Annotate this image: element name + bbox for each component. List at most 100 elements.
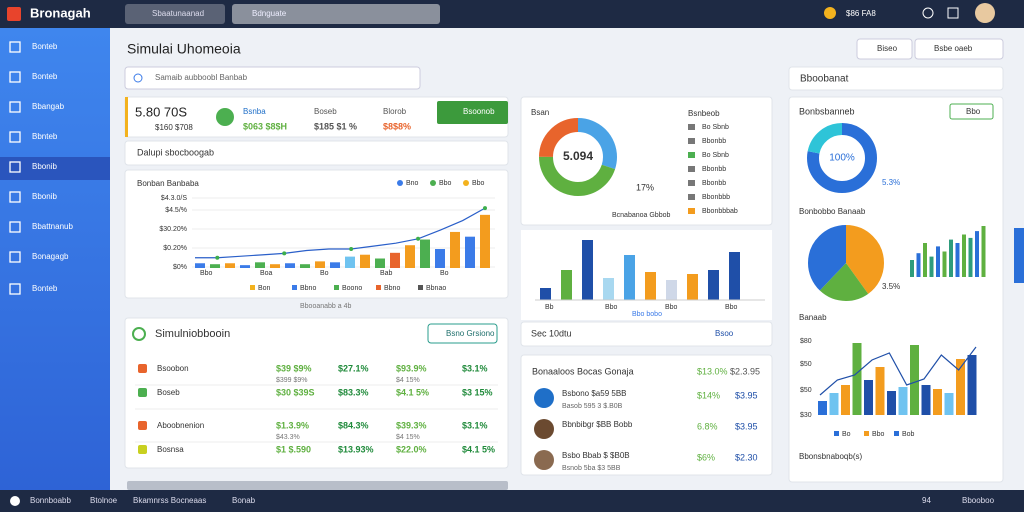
bar [624, 255, 635, 300]
panel [788, 66, 1004, 91]
status-text: Bbooboo [962, 496, 995, 505]
x-label: Bbo [605, 304, 618, 311]
stat-sub: $160 $708 [155, 123, 193, 132]
legend-swatch [688, 208, 695, 214]
list-name: Bsbo Bbab $ $B0B [562, 451, 630, 460]
cell-sub: $43.3% [276, 434, 300, 441]
legend-swatch [250, 285, 255, 290]
toolbar-text[interactable]: Biseo [877, 44, 898, 53]
settings-icon[interactable] [922, 7, 934, 19]
bar [603, 278, 614, 300]
status-icon [10, 496, 20, 506]
donut-segment [807, 123, 877, 193]
row-name: Bsoobon [157, 364, 189, 373]
bar [910, 345, 919, 415]
bar [933, 389, 942, 415]
bar [687, 274, 698, 300]
bar [944, 393, 954, 415]
nav-icon [9, 71, 21, 83]
legend-swatch [688, 138, 695, 144]
bar [195, 263, 205, 268]
search-box [124, 66, 421, 90]
avatar[interactable] [975, 3, 995, 23]
line-point [483, 206, 487, 211]
toolbar-text[interactable]: Bsbe oaeb [934, 44, 973, 53]
nav-item[interactable]: Bbattnanub [32, 222, 73, 231]
home-button [125, 4, 225, 24]
logo-icon [7, 7, 21, 21]
donut-side: 5.3% [882, 178, 900, 187]
bar [708, 270, 719, 300]
bar [949, 239, 953, 277]
search-text: Sbaatunaanad [152, 9, 204, 18]
bar [981, 226, 986, 277]
y-label: $50 [800, 387, 812, 394]
legend-text: Bbonbbbab [702, 208, 738, 215]
bar [210, 264, 220, 268]
search-placeholder: Samaib aubboobl Banbab [155, 73, 248, 82]
cell: $27.1% [338, 363, 369, 373]
panel-footer: Bbonsbnaboqb(s) [799, 452, 862, 461]
nav-item[interactable]: Bonteb [32, 72, 58, 81]
table-button-text[interactable]: Bsno Grsiono [446, 329, 495, 338]
stat-button-text[interactable]: Bsoonob [463, 107, 495, 116]
page-title: Simulai Uhomeoia [127, 41, 241, 57]
section-title: Dalupi sbocboogab [137, 147, 214, 157]
list-value: $3.95 [735, 421, 758, 431]
nav-item[interactable]: Bonteb [32, 284, 58, 293]
chart-title: Bonban Banbaba [137, 179, 199, 188]
y-label: $50 [800, 361, 812, 368]
bar [420, 239, 430, 268]
line-point [215, 255, 220, 260]
bar [666, 280, 677, 300]
bar [405, 245, 415, 268]
stat-button [437, 101, 508, 124]
bar [450, 231, 460, 268]
legend-text: Bbo [439, 180, 452, 187]
nav-item[interactable]: Bonagagb [32, 252, 69, 261]
nav-item[interactable]: Bbonib [32, 192, 57, 201]
bar [841, 385, 850, 415]
cell: $39.3% [396, 420, 427, 430]
bar [864, 380, 873, 415]
panel-button-text[interactable]: Bbo [966, 107, 981, 116]
legend-dot [463, 180, 469, 186]
list-sub: Bsnob 5ba $3 5BB [562, 465, 621, 472]
section-action[interactable]: Bsoo [715, 329, 734, 338]
row-name: Aboobnenion [157, 421, 204, 430]
nav-icon [9, 41, 21, 53]
accent [125, 97, 128, 137]
legend-text: Bbonbb [702, 180, 726, 187]
y-label: $0.20% [163, 245, 187, 252]
bar [923, 243, 927, 277]
list-name: Bsbono $a59 5BB [562, 389, 627, 398]
list-head: $2.3.95 [730, 366, 760, 376]
cell: $3.1% [462, 363, 488, 373]
nav-item[interactable]: Bbnteb [32, 132, 58, 141]
bar [465, 236, 475, 268]
nav-item[interactable]: Bbonib [32, 162, 57, 171]
bar [975, 231, 979, 277]
panel [520, 96, 773, 226]
bar [255, 262, 265, 268]
stat-label: Blorob [383, 107, 407, 116]
bar [916, 253, 921, 277]
line-point [416, 236, 421, 241]
row-name: Bosnsa [157, 445, 184, 454]
row-icon [138, 421, 147, 430]
legend-text: Bon [258, 285, 271, 292]
panel-button [949, 103, 994, 120]
x-label: Bbo [665, 304, 678, 311]
list-head: $13.0% [697, 366, 728, 376]
row-icon [138, 364, 147, 373]
cell: $83.3% [338, 387, 369, 397]
nav-item[interactable]: Bbangab [32, 102, 65, 111]
legend-text: Bbo [872, 431, 885, 438]
cell: $1 $.590 [276, 444, 311, 454]
bar [345, 256, 355, 268]
scroll-hint [127, 481, 508, 490]
nav-icon [9, 283, 21, 295]
nav-item[interactable]: Bonteb [32, 42, 58, 51]
avatar [534, 419, 554, 439]
